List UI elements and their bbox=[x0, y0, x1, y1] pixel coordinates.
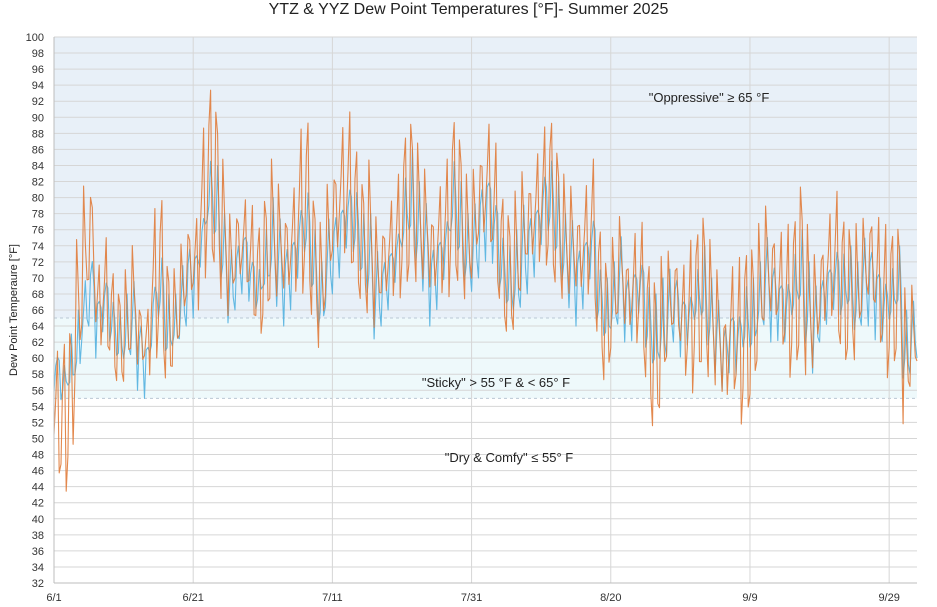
y-tick-label: 80 bbox=[32, 193, 44, 205]
y-tick-label: 42 bbox=[32, 498, 44, 510]
y-tick-label: 32 bbox=[32, 578, 44, 590]
series-line-yyz bbox=[53, 89, 918, 492]
y-tick-label: 56 bbox=[32, 385, 44, 397]
y-tick-label: 78 bbox=[32, 209, 44, 221]
series-lines bbox=[53, 89, 918, 492]
x-tick-label: 6/21 bbox=[182, 592, 203, 604]
y-tick-label: 46 bbox=[32, 466, 44, 478]
y-tick-label: 34 bbox=[32, 562, 44, 574]
y-tick-label: 48 bbox=[32, 450, 44, 462]
y-tick-label: 70 bbox=[32, 273, 44, 285]
x-tick-label: 7/11 bbox=[322, 592, 343, 604]
y-tick-label: 84 bbox=[32, 160, 44, 172]
x-tick-label: 8/20 bbox=[600, 592, 621, 604]
comfort-bands bbox=[54, 37, 917, 399]
y-tick-label: 44 bbox=[32, 482, 44, 494]
y-tick-label: 58 bbox=[32, 369, 44, 381]
y-tick-label: 36 bbox=[32, 546, 44, 558]
chart-title: YTZ & YYZ Dew Point Temperatures [°F]- S… bbox=[268, 1, 669, 18]
y-tick-label: 38 bbox=[32, 530, 44, 542]
y-tick-label: 68 bbox=[32, 289, 44, 301]
y-tick-label: 94 bbox=[32, 80, 44, 92]
y-tick-label: 82 bbox=[32, 177, 44, 189]
y-tick-label: 72 bbox=[32, 257, 44, 269]
y-tick-label: 76 bbox=[32, 225, 44, 237]
x-tick-label: 9/29 bbox=[878, 592, 899, 604]
y-tick-label: 98 bbox=[32, 48, 44, 60]
y-tick-label: 66 bbox=[32, 305, 44, 317]
y-axis-title: Dew Point Temperaure [°F] bbox=[8, 244, 20, 376]
sticky-annotation: "Sticky" > 55 °F & < 65° F bbox=[422, 375, 570, 390]
axes: 32 34 36 38 40 42 44 46 48 50 52 54 56 58 60 62 64 66 68 70… bbox=[26, 32, 917, 604]
y-tick-label: 54 bbox=[32, 401, 44, 413]
x-tick-label: 9/9 bbox=[742, 592, 757, 604]
y-tick-label: 64 bbox=[32, 321, 44, 333]
x-tick-label: 6/1 bbox=[46, 592, 61, 604]
labels: Dew Point Temperaure [°F] "Oppressive" ≥… bbox=[8, 90, 769, 465]
y-tick-label: 90 bbox=[32, 112, 44, 124]
y-tick-label: 100 bbox=[26, 32, 44, 44]
x-tick-label: 7/31 bbox=[461, 592, 482, 604]
gridlines bbox=[54, 36, 917, 584]
dry-comfy-annotation: "Dry & Comfy" ≤ 55° F bbox=[445, 450, 574, 465]
y-tick-label: 74 bbox=[32, 241, 44, 253]
y-tick-label: 86 bbox=[32, 144, 44, 156]
y-tick-label: 50 bbox=[32, 433, 44, 445]
y-tick-label: 52 bbox=[32, 417, 44, 429]
y-tick-label: 96 bbox=[32, 64, 44, 76]
oppressive-annotation: "Oppressive" ≥ 65 °F bbox=[649, 90, 770, 105]
y-tick-label: 60 bbox=[32, 353, 44, 365]
y-tick-label: 62 bbox=[32, 337, 44, 349]
y-tick-label: 88 bbox=[32, 128, 44, 140]
y-tick-label: 40 bbox=[32, 514, 44, 526]
y-tick-label: 92 bbox=[32, 96, 44, 108]
